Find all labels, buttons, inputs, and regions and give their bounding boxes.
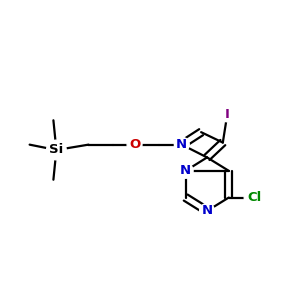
- Circle shape: [46, 140, 66, 160]
- Circle shape: [220, 107, 235, 122]
- Circle shape: [174, 137, 189, 152]
- Text: Cl: Cl: [247, 191, 261, 204]
- Text: N: N: [176, 138, 188, 151]
- Text: Si: Si: [49, 143, 64, 157]
- Circle shape: [127, 137, 142, 152]
- Text: N: N: [180, 164, 191, 177]
- Circle shape: [244, 188, 264, 207]
- Circle shape: [178, 164, 193, 178]
- Text: N: N: [202, 204, 213, 218]
- Text: O: O: [129, 138, 140, 151]
- Text: I: I: [225, 108, 230, 121]
- Circle shape: [200, 203, 214, 218]
